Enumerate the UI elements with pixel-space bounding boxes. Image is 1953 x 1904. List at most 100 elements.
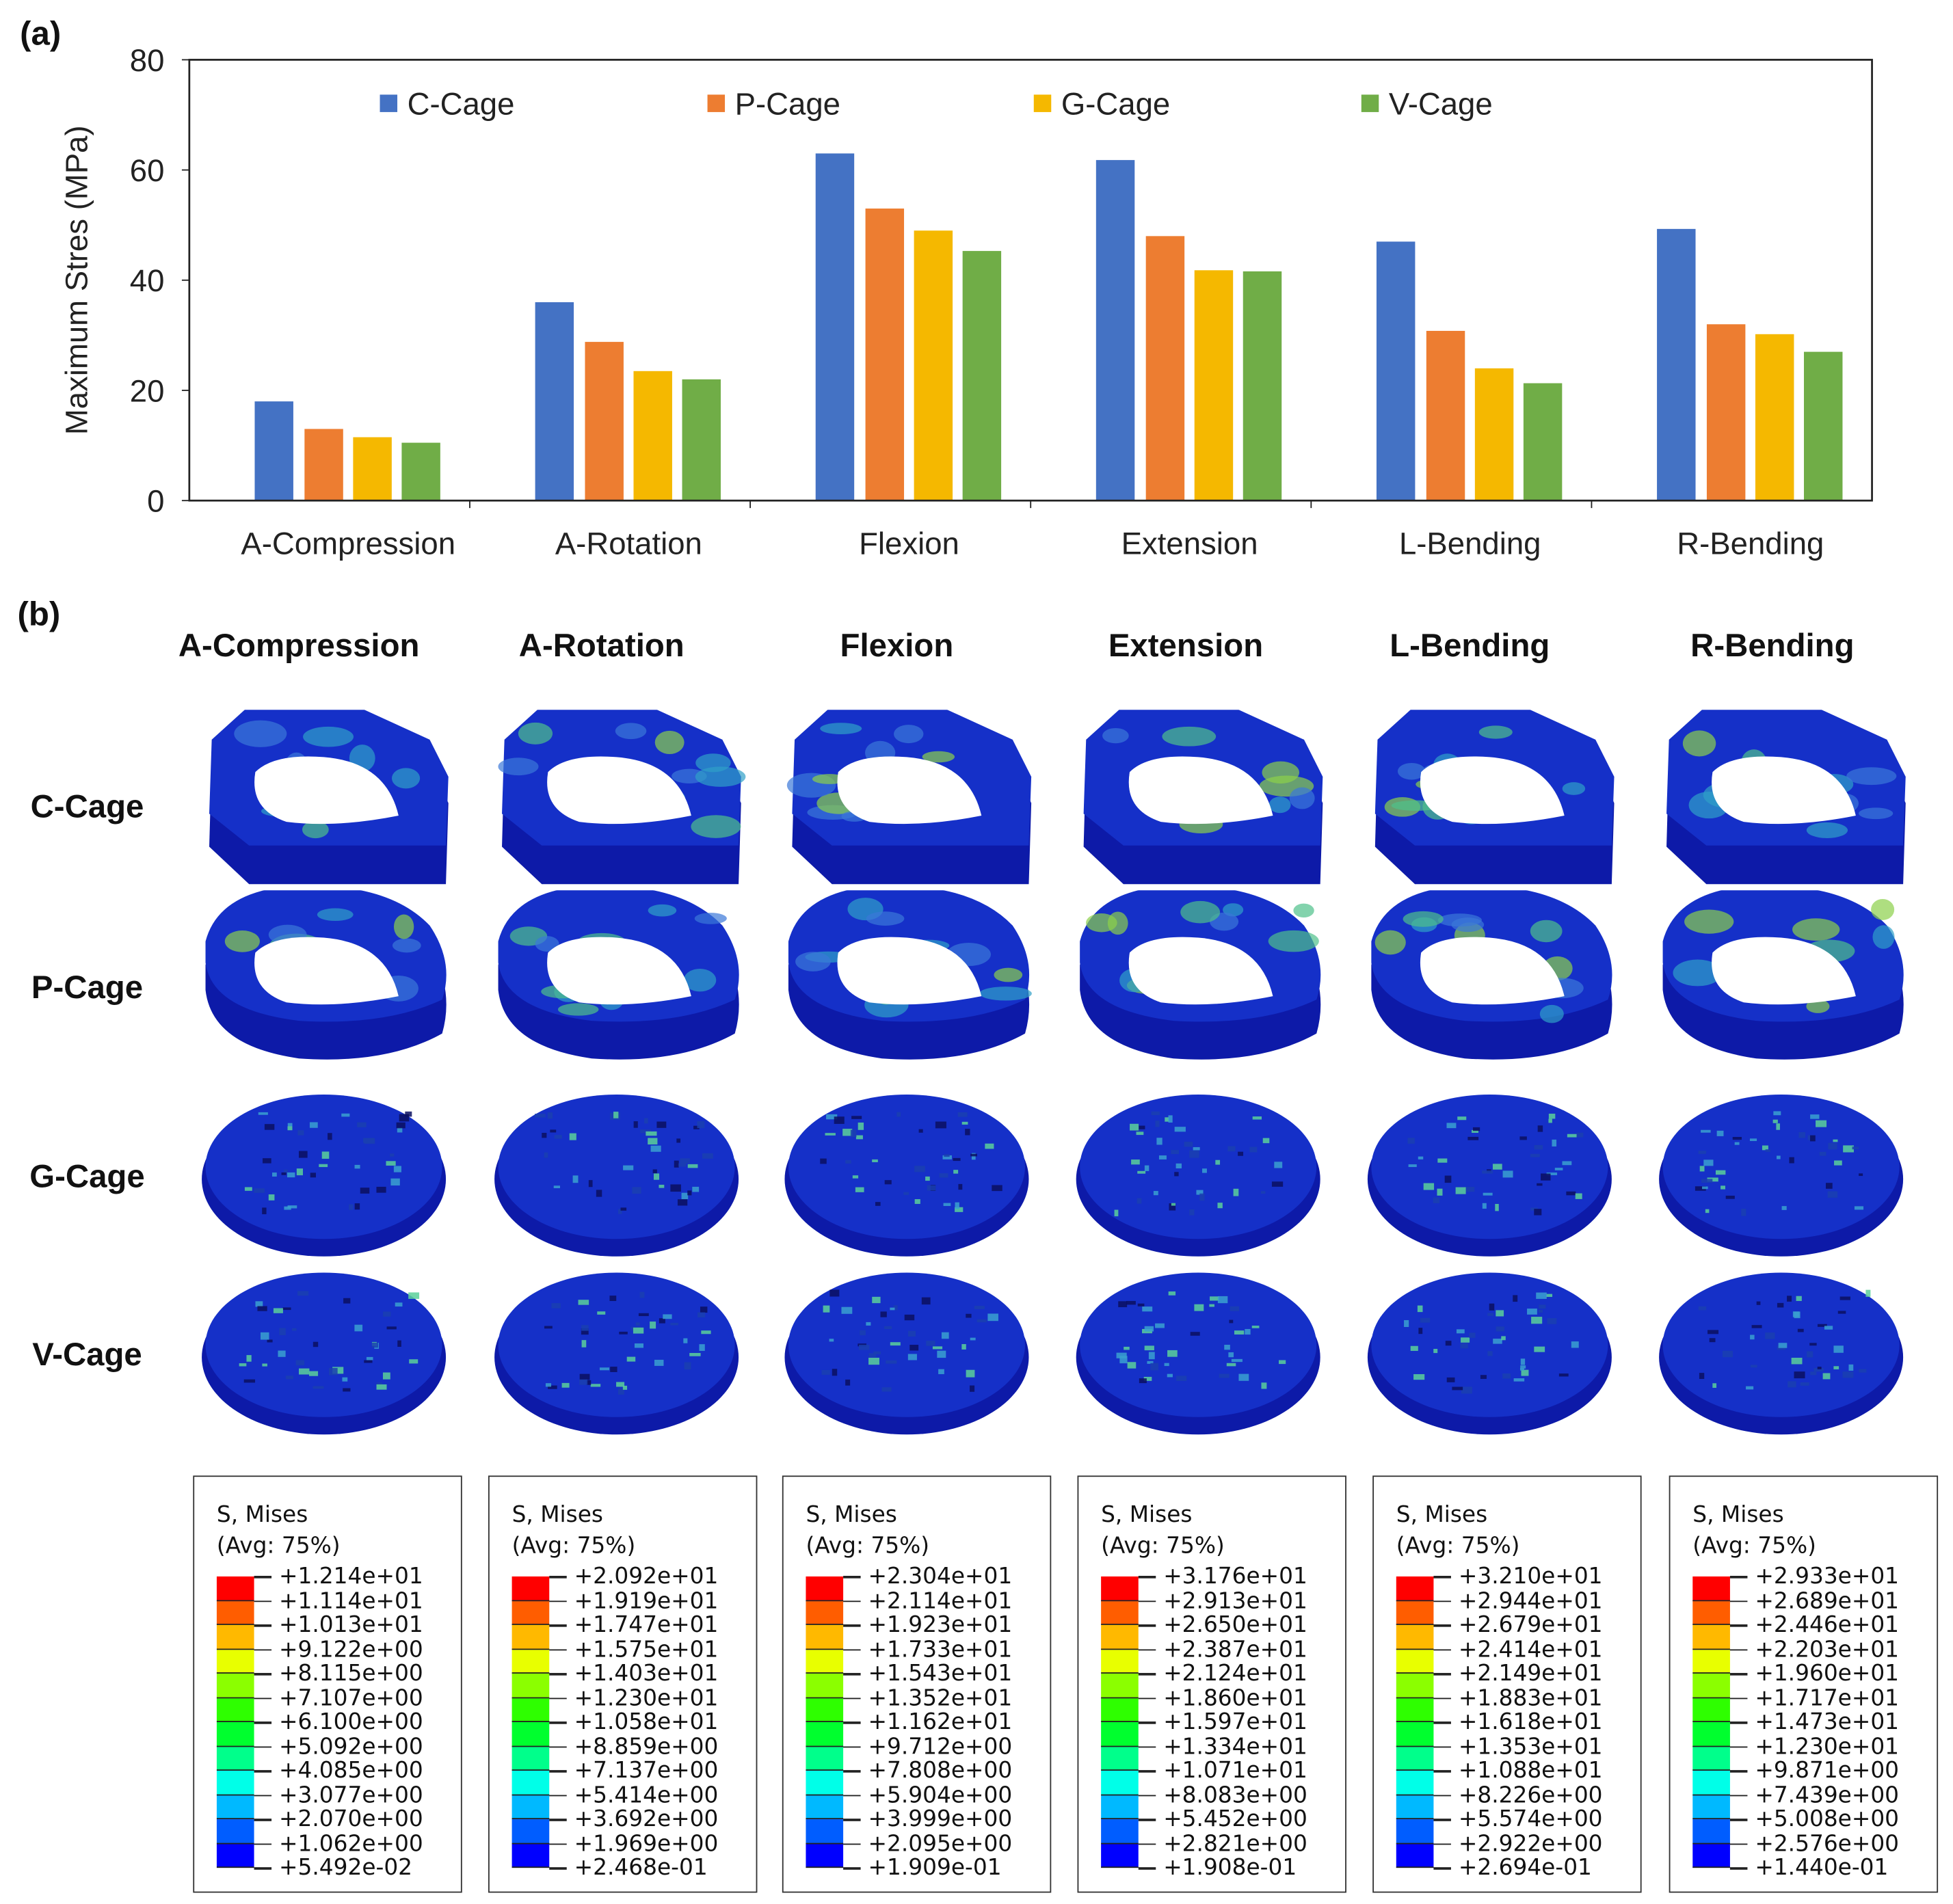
lattice-cell: [1810, 1114, 1820, 1119]
lattice-cell: [1457, 1116, 1467, 1121]
lattice-cell: [616, 1382, 625, 1387]
color-band: [216, 1624, 254, 1650]
lattice-cell: [985, 1143, 994, 1149]
stress-patch: [1539, 1004, 1564, 1023]
lattice-cell: [1418, 1156, 1424, 1159]
stress-patch: [1859, 807, 1894, 820]
lattice-cell: [535, 1114, 546, 1118]
lattice-cell: [958, 1183, 963, 1190]
cage-hole: [254, 937, 399, 1005]
lattice-cell: [258, 1112, 268, 1115]
lattice-cell: [263, 1158, 271, 1164]
lattice-cell: [296, 1168, 303, 1176]
lattice-cell: [1854, 1206, 1864, 1210]
color-band: [1396, 1819, 1434, 1844]
lattice-cell: [586, 1380, 592, 1385]
color-band: [216, 1649, 254, 1674]
color-band: [806, 1843, 844, 1868]
lattice-cell: [1189, 1150, 1199, 1158]
legend-value: +1.597e+01: [1139, 1709, 1307, 1735]
lattice-cell: [626, 1356, 636, 1362]
lattice-cell: [1136, 1131, 1144, 1136]
legend-value: +1.733e+01: [843, 1636, 1013, 1662]
lattice-cell: [255, 1301, 263, 1307]
lattice-cell: [1171, 1203, 1176, 1206]
lattice-cell: [613, 1112, 619, 1118]
legend-value: +6.100e+00: [254, 1709, 423, 1735]
lattice-cell: [1261, 1382, 1267, 1389]
lattice-cell: [832, 1369, 838, 1376]
lattice-cell: [1219, 1373, 1230, 1378]
lattice-cell: [1444, 1175, 1452, 1183]
x-tick-label: R-Bending: [1677, 526, 1824, 561]
lattice-cell: [858, 1122, 864, 1130]
lattice-cell: [1144, 1165, 1150, 1171]
fea-stress-contour-v-cage: [1659, 1272, 1904, 1435]
lattice-cell: [845, 1159, 851, 1164]
legend-value: +1.352e+01: [843, 1685, 1013, 1711]
lattice-cell: [1792, 1311, 1800, 1317]
legend-value: +7.439e+00: [1730, 1782, 1899, 1808]
legend-value: +5.492e-02: [254, 1855, 412, 1881]
lattice-cell: [634, 1343, 644, 1348]
lattice-cell: [926, 1341, 935, 1346]
lattice-cell: [955, 1202, 959, 1209]
bar-p-cage-2: [865, 209, 905, 501]
lattice-cell: [1822, 1373, 1831, 1380]
lattice-cell: [1537, 1125, 1543, 1132]
column-header: A-Compression: [178, 626, 420, 664]
legend-value: +8.115e+00: [254, 1661, 423, 1687]
lattice-cell: [1279, 1360, 1286, 1365]
lattice-cell: [295, 1360, 305, 1366]
color-band: [806, 1819, 844, 1844]
lattice-cell: [1116, 1352, 1127, 1358]
cage-top: [788, 1095, 1026, 1239]
lattice-cell: [1699, 1166, 1705, 1172]
lattice-cell: [970, 1153, 977, 1157]
lattice-cell: [371, 1342, 379, 1348]
bar-chart: 0 20 40 60 80 A-Compression A-Rotation Flexion E…: [59, 43, 1873, 561]
lattice-cell: [700, 1306, 708, 1313]
lattice-cell: [1546, 1293, 1553, 1298]
cage-top: [498, 1095, 735, 1239]
plot-frame: [188, 59, 1873, 502]
lattice-cell: [1547, 1318, 1557, 1324]
lattice-cell: [313, 1386, 324, 1389]
lattice-cell: [1175, 1163, 1182, 1169]
legend-subtitle: (Avg: 75%): [1396, 1533, 1520, 1559]
lattice-cell: [880, 1311, 887, 1317]
lattice-cell: [1826, 1183, 1833, 1189]
lattice-cell: [1251, 1326, 1260, 1328]
lattice-cell: [914, 1199, 920, 1204]
lattice-cell: [309, 1122, 318, 1128]
stress-patch: [1268, 930, 1319, 952]
lattice-cell: [932, 1346, 943, 1350]
lattice-cell: [1765, 1332, 1775, 1339]
lattice-cell: [825, 1133, 836, 1136]
lattice-cell: [1423, 1183, 1435, 1190]
lattice-cell: [1487, 1313, 1494, 1316]
y-tick-label: 80: [130, 43, 165, 78]
lattice-cell: [957, 1112, 968, 1117]
color-band: [216, 1600, 254, 1625]
lattice-cell: [1787, 1296, 1792, 1302]
legend-value: +2.446e+01: [1730, 1612, 1899, 1638]
fea-stress-contour-v-cage: [1076, 1272, 1320, 1435]
lattice-cell: [1404, 1319, 1409, 1327]
lattice-cell: [579, 1373, 590, 1380]
lattice-cell: [1548, 1113, 1556, 1119]
x-tick-label: Flexion: [859, 526, 959, 561]
lattice-cell: [845, 1379, 851, 1386]
lattice-cell: [596, 1190, 602, 1197]
stress-patch: [1684, 909, 1734, 934]
legend-value: +1.013e+01: [254, 1612, 423, 1638]
fea-stress-contour-v-cage: [494, 1272, 739, 1435]
lattice-cell: [1420, 1317, 1431, 1323]
lattice-cell: [1837, 1311, 1846, 1314]
stress-patch: [1397, 762, 1426, 780]
lattice-cell: [1539, 1304, 1546, 1309]
legend-value: +2.689e+01: [1730, 1587, 1899, 1613]
fea-stress-contour-c-cage: [786, 710, 1032, 885]
lattice-cell: [354, 1324, 363, 1332]
lattice-cell: [873, 1351, 881, 1354]
